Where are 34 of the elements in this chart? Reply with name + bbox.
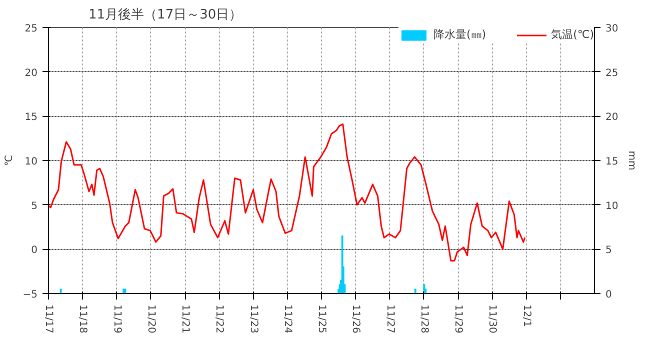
y-tick-label: 0 <box>31 245 38 256</box>
x-tick-label: 11/23 <box>248 304 259 334</box>
x-tick-label: 11/20 <box>145 304 156 334</box>
y2-tick-label: 20 <box>606 112 618 124</box>
x-tick-label: 11/18 <box>77 304 88 334</box>
y2-tick-label: 30 <box>606 24 618 34</box>
y-tick-label: 5 <box>31 200 38 212</box>
x-tick-label: 11/17 <box>43 304 54 334</box>
y-tick-label: 25 <box>24 24 38 34</box>
x-tick-label: 11/26 <box>350 304 362 334</box>
x-tick-label: 11/27 <box>384 304 396 334</box>
chart-title: 11月後半（17日～30日） <box>88 8 242 22</box>
legend-label: 降水量(㎜) <box>433 27 486 42</box>
legend-label: 気温(℃) <box>551 27 594 42</box>
y2-tick-label: 0 <box>606 290 612 300</box>
y-tick-label: −5 <box>22 290 38 300</box>
x-tick-label: 11/21 <box>180 304 190 334</box>
y-tick-label: 20 <box>24 68 38 79</box>
y2-tick-label: 10 <box>606 200 618 212</box>
y-axis-title: ℃ <box>4 154 15 166</box>
x-tick-label: 12/1 <box>520 304 532 327</box>
y2-tick-label: 15 <box>606 156 618 168</box>
y2-tick-label: 25 <box>606 68 618 79</box>
x-tick-label: 11/22 <box>214 304 225 334</box>
y-tick-label: 10 <box>24 156 38 168</box>
y2-tick-label: 5 <box>606 245 612 256</box>
y-tick-label: 15 <box>24 112 38 124</box>
x-tick-label: 11/19 <box>111 304 122 334</box>
x-tick-label: 11/28 <box>418 304 430 334</box>
y2-axis-title: mm <box>626 150 638 170</box>
x-tick-label: 11/25 <box>316 304 327 334</box>
x-tick-label: 11/30 <box>486 304 498 334</box>
x-tick-label: 11/29 <box>452 304 464 334</box>
x-tick-label: 11/24 <box>282 304 293 334</box>
